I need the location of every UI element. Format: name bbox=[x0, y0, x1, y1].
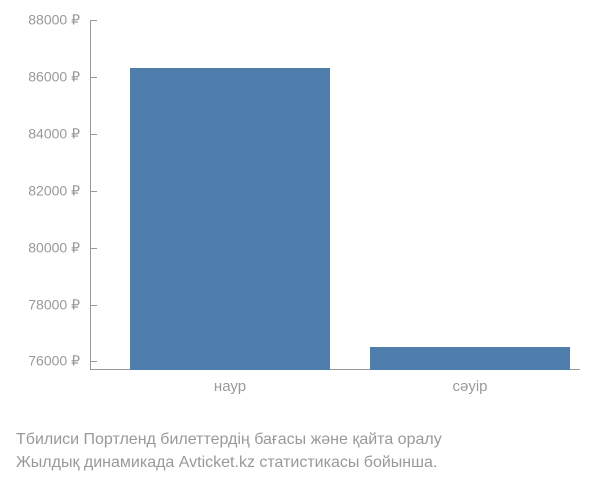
bar bbox=[370, 347, 570, 370]
y-tick-mark bbox=[90, 361, 97, 362]
plot-area bbox=[90, 20, 580, 370]
y-tick-label: 78000 ₽ bbox=[28, 296, 80, 313]
bar bbox=[130, 68, 330, 370]
y-tick-mark bbox=[90, 20, 97, 21]
x-tick-label: сәуір bbox=[452, 378, 487, 395]
y-tick-mark bbox=[90, 191, 97, 192]
y-tick-mark bbox=[90, 305, 97, 306]
caption-line-1: Тбилиси Портленд билеттердің бағасы және… bbox=[16, 428, 442, 451]
y-axis bbox=[90, 20, 91, 370]
y-tick-mark bbox=[90, 77, 97, 78]
chart-caption: Тбилиси Портленд билеттердің бағасы және… bbox=[16, 428, 442, 474]
x-tick-label: наур bbox=[214, 378, 246, 395]
y-tick-label: 80000 ₽ bbox=[28, 239, 80, 256]
caption-line-2: Жылдық динамикада Avticket.kz статистика… bbox=[16, 451, 442, 474]
y-tick-label: 86000 ₽ bbox=[28, 68, 80, 85]
y-tick-label: 84000 ₽ bbox=[28, 125, 80, 142]
y-tick-mark bbox=[90, 134, 97, 135]
y-tick-label: 76000 ₽ bbox=[28, 353, 80, 370]
y-tick-mark bbox=[90, 248, 97, 249]
y-tick-label: 88000 ₽ bbox=[28, 12, 80, 29]
y-tick-label: 82000 ₽ bbox=[28, 182, 80, 199]
bar-chart: 76000 ₽78000 ₽80000 ₽82000 ₽84000 ₽86000… bbox=[90, 20, 580, 400]
